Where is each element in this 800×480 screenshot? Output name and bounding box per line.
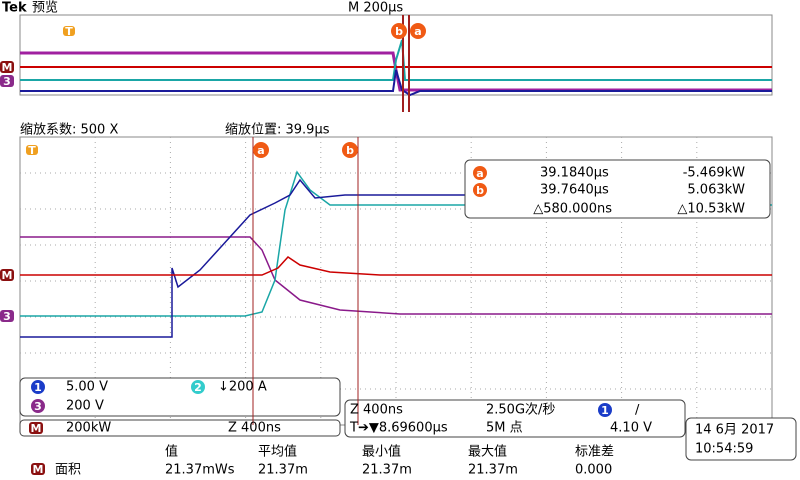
- zoom-position: 缩放位置: 39.9µs: [225, 122, 330, 138]
- meas-value: 21.37m: [468, 463, 518, 478]
- trigger-source: 1: [601, 404, 609, 417]
- brand: Tek: [2, 1, 27, 16]
- cursor-b-label-bg: [342, 142, 358, 158]
- channel-scale: ↓200 A: [218, 380, 267, 395]
- ch3-marker-bg: [0, 310, 14, 322]
- date-box: [685, 417, 797, 461]
- ch3-marker: 3: [3, 310, 11, 323]
- readout-b-badge: b: [476, 184, 484, 197]
- cursor-a-label-bg: [253, 142, 269, 158]
- math-zoom: Z 400ns: [228, 421, 281, 436]
- preview-frame: [19, 14, 773, 96]
- channel-scale: 200kW: [66, 421, 111, 436]
- meas-header: 平均值: [258, 444, 297, 460]
- preview-b-label: b: [395, 25, 403, 38]
- readout-a-badge: a: [476, 167, 483, 180]
- mode: 预览: [32, 0, 58, 16]
- time: 10:54:59: [695, 442, 753, 457]
- readout-b-badge-bg: [473, 183, 487, 197]
- preview-trigger: T: [65, 25, 73, 38]
- acq-rate: 2.50G次/秒: [486, 402, 555, 418]
- channel-badge: 1: [34, 381, 42, 394]
- timebase: M 200µs: [348, 1, 403, 16]
- meas-header: 值: [165, 444, 178, 460]
- preview-math: M: [2, 61, 13, 74]
- readout-delta-value: △10.53kW: [677, 202, 745, 217]
- preview-ch3-bg: [0, 75, 14, 87]
- channel-badge-bg: [29, 422, 43, 434]
- meas-value: 21.37mWs: [165, 463, 235, 478]
- trigger-label-bg: [26, 145, 38, 155]
- readout-time: 39.7640µs: [540, 183, 609, 198]
- meas-value: 0.000: [575, 463, 612, 478]
- meas-source: M: [33, 463, 44, 476]
- cursor-a-label: a: [257, 144, 264, 157]
- acq-zoom: Z 400ns: [350, 403, 403, 418]
- math-box: [19, 419, 341, 437]
- readout-delta-time: △580.000ns: [533, 202, 612, 217]
- channel-badge-bg: [31, 399, 45, 413]
- channel-badge: M: [31, 422, 42, 435]
- preview-ch3: 3: [3, 75, 11, 88]
- math-marker: M: [2, 269, 13, 282]
- readout-time: 39.1840µs: [540, 166, 609, 181]
- readout-value: -5.469kW: [683, 166, 745, 181]
- channel-scale: 5.00 V: [66, 380, 108, 395]
- readout-a-badge-bg: [473, 166, 487, 180]
- meas-header: 最小值: [362, 444, 401, 460]
- trace: [20, 39, 772, 81]
- meas-header: 标准差: [575, 445, 614, 460]
- channel-badge-bg: [31, 380, 45, 394]
- math-marker-bg: [0, 269, 14, 281]
- trace: [20, 256, 772, 276]
- preview-b-label-bg: [391, 23, 407, 39]
- trace: [20, 236, 772, 315]
- meas-header: 最大值: [468, 444, 507, 460]
- meas-value: 21.37m: [258, 463, 308, 478]
- date: 14 6月 2017: [695, 423, 774, 438]
- trigger-label: T: [28, 144, 36, 157]
- meas-source-bg: [31, 463, 45, 475]
- channel-badge-bg: [191, 380, 205, 394]
- meas-value: 21.37m: [362, 463, 412, 478]
- channel-badge: 2: [194, 381, 202, 394]
- meas-name: 面积: [55, 463, 81, 478]
- cursor-b-label: b: [346, 144, 354, 157]
- readout-value: 5.063kW: [687, 183, 745, 198]
- preview-a-label: a: [414, 25, 421, 38]
- trigger-source-bg: [598, 403, 612, 417]
- channel-box: [19, 377, 341, 417]
- preview-math-bg: [0, 61, 14, 73]
- cursor-readout: [464, 159, 771, 219]
- trace: [20, 178, 465, 338]
- preview-trigger-bg: [63, 26, 75, 36]
- preview-a-label-bg: [410, 23, 426, 39]
- channel-badge: 3: [34, 400, 42, 413]
- trigger-pos: T➔▼8.69600µs: [349, 421, 448, 436]
- record-points: 5M 点: [486, 421, 523, 436]
- zoom-factor: 缩放系数: 500 X: [20, 122, 118, 138]
- trigger-level: 4.10 V: [610, 421, 652, 436]
- channel-scale: 200 V: [66, 399, 104, 414]
- trigger-slope: ∕: [635, 403, 640, 418]
